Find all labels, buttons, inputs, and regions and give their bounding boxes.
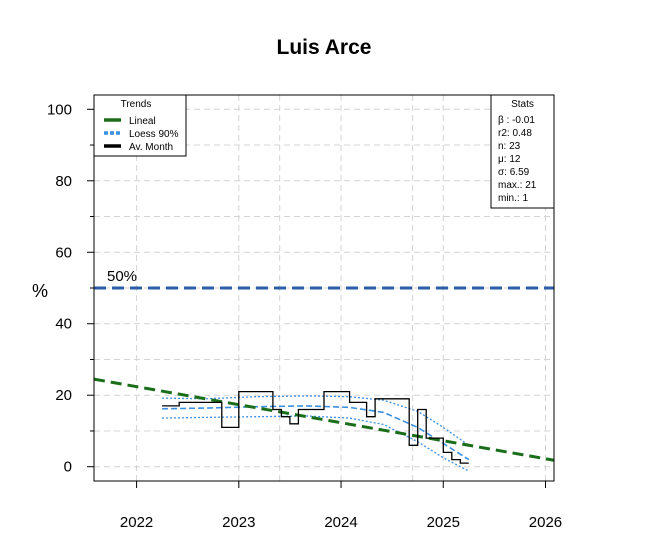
loess-center-line bbox=[162, 405, 470, 461]
stats-line: max.: 21 bbox=[498, 180, 537, 191]
legend-entry-label: Av. Month bbox=[129, 142, 173, 153]
stats-line: n: 23 bbox=[498, 141, 521, 152]
axes: 0 20 40 60 80 100 2022 2023 2024 2025 2026 bbox=[47, 101, 562, 531]
y-tick-label: 0 bbox=[64, 459, 72, 476]
y-tick-label: 60 bbox=[55, 244, 72, 261]
stats-line: μ: 12 bbox=[498, 154, 521, 165]
legend-entry-label: Lineal bbox=[129, 116, 156, 127]
legend: Trends Lineal Loess 90% Av. Month bbox=[93, 94, 187, 157]
x-tick-label: 2026 bbox=[529, 514, 562, 531]
y-axis-label: % bbox=[32, 281, 48, 301]
x-tick-label: 2022 bbox=[120, 514, 153, 531]
x-tick-label: 2023 bbox=[222, 514, 255, 531]
stats-frame bbox=[490, 94, 555, 209]
series-group bbox=[93, 377, 555, 472]
x-tick-label: 2025 bbox=[427, 514, 460, 531]
lineal-trend-line bbox=[93, 377, 555, 462]
stats-line: σ: 6.59 bbox=[498, 167, 530, 178]
stats-line: β : -0.01 bbox=[498, 115, 535, 126]
y-tick-label: 40 bbox=[55, 316, 72, 333]
stats-title: Stats bbox=[511, 99, 534, 110]
legend-title: Trends bbox=[121, 99, 152, 110]
loess-upper-band bbox=[162, 395, 470, 446]
chart-title: Luis Arce bbox=[277, 36, 372, 59]
x-tick-label: 2024 bbox=[324, 514, 357, 531]
y-tick-label: 80 bbox=[55, 173, 72, 190]
av-month-step-line bbox=[162, 390, 469, 464]
stats-box: Stats β : -0.01 r2: 0.48 n: 23 μ: 12 σ: 6.59 m… bbox=[490, 94, 555, 209]
loess-lower-band bbox=[162, 415, 470, 472]
stats-line: min.: 1 bbox=[498, 193, 528, 204]
y-tick-label: 20 bbox=[55, 387, 72, 404]
stats-line: r2: 0.48 bbox=[498, 128, 532, 139]
legend-entry-label: Loess 90% bbox=[129, 129, 179, 140]
reference-line-label: 50% bbox=[107, 268, 137, 285]
y-tick-label: 100 bbox=[47, 101, 72, 118]
reference-line-group: 50% bbox=[94, 268, 554, 290]
